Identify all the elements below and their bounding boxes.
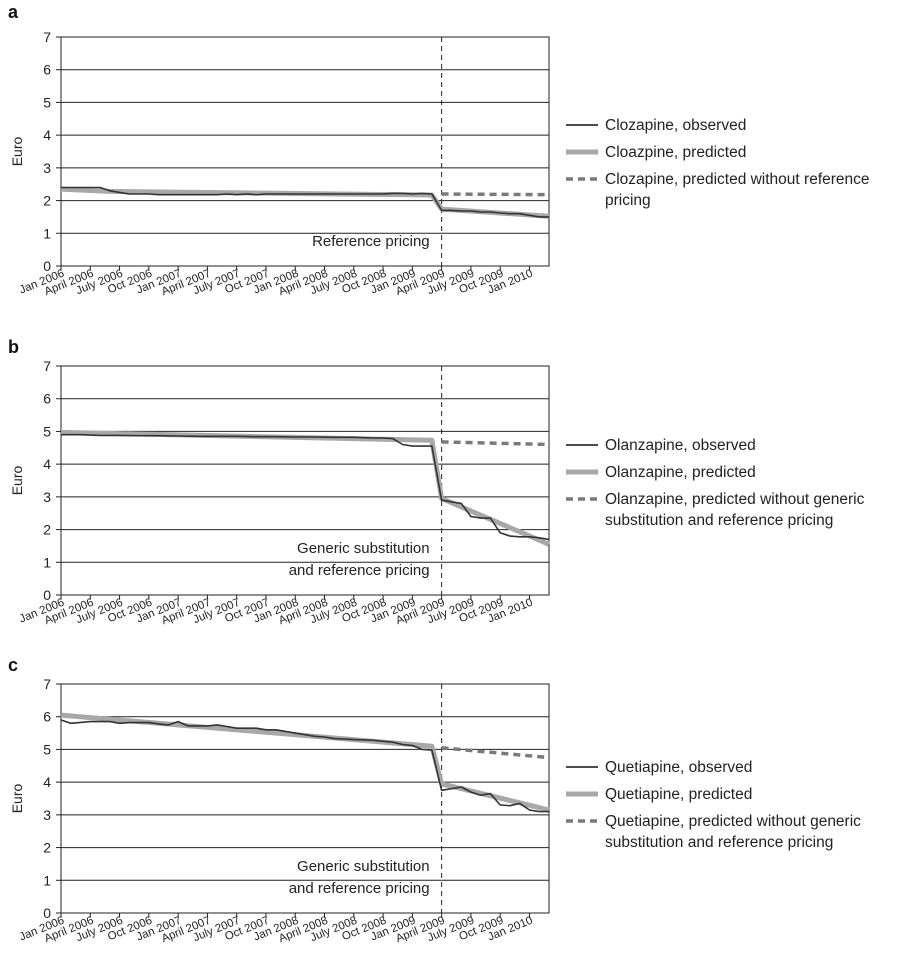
y-tick-label: 7 xyxy=(43,358,51,374)
y-tick-label: 2 xyxy=(43,193,51,209)
legend-label: pricing xyxy=(605,192,651,209)
legend-label: Quetiapine, predicted without generic xyxy=(605,813,861,830)
y-tick-label: 4 xyxy=(43,127,51,143)
plot-frame xyxy=(60,36,550,267)
plot-frame xyxy=(60,683,550,914)
legend-a: Clozapine, observed Cloazpine, predicted C… xyxy=(566,117,870,209)
panel-letter: c xyxy=(8,655,18,675)
y-tick-label: 3 xyxy=(43,807,51,823)
y-tick-label: 4 xyxy=(43,774,51,790)
series-line-observed xyxy=(61,186,549,218)
annotation-text: Generic substitution xyxy=(297,540,430,557)
legend-label: Clozapine, predicted without reference xyxy=(605,171,870,188)
annotation-text: and reference pricing xyxy=(289,880,430,897)
y-tick-label: 7 xyxy=(43,29,51,45)
y-tick-label: 0 xyxy=(43,905,51,921)
y-axis-label: Euro xyxy=(9,784,25,814)
y-tick-label: 6 xyxy=(43,62,51,78)
series-line-predicted xyxy=(60,712,550,813)
y-tick-label: 0 xyxy=(43,587,51,603)
legend-label: substitution and reference pricing xyxy=(605,512,833,529)
annotation-text: and reference pricing xyxy=(289,562,430,579)
annotation-text: Reference pricing xyxy=(312,233,430,250)
y-tick-label: 6 xyxy=(43,391,51,407)
y-tick-label: 5 xyxy=(43,423,51,439)
panel-letter: b xyxy=(8,337,19,357)
series-line-counterfactual xyxy=(441,192,550,197)
y-tick-label: 4 xyxy=(43,456,51,472)
y-tick-label: 7 xyxy=(43,676,51,692)
legend-label: Quetiapine, predicted xyxy=(605,786,752,803)
legend-label: substitution and reference pricing xyxy=(605,834,833,851)
legend-label: Olanzapine, observed xyxy=(605,437,756,454)
plot-frame xyxy=(60,365,550,596)
y-tick-label: 2 xyxy=(43,840,51,856)
y-tick-label: 3 xyxy=(43,489,51,505)
y-tick-label: 5 xyxy=(43,741,51,757)
series-line-observed xyxy=(60,719,549,813)
legend-label: Olanzapine, predicted without generic xyxy=(605,491,865,508)
legend-label: Cloazpine, predicted xyxy=(605,144,746,161)
y-tick-label: 5 xyxy=(43,94,51,110)
y-tick-label: 3 xyxy=(43,160,51,176)
legend-label: Olanzapine, predicted xyxy=(605,464,756,481)
y-axis-label: Euro xyxy=(9,137,25,167)
series-line-counterfactual xyxy=(441,746,550,760)
panel-letter: a xyxy=(8,2,19,22)
series-line-predicted xyxy=(60,429,550,547)
legend-label: Quetiapine, observed xyxy=(605,759,752,776)
legend-b: Olanzapine, observed Olanzapine, predicte… xyxy=(566,437,865,529)
y-tick-label: 0 xyxy=(43,258,51,274)
legend-c: Quetiapine, observed Quetiapine, predicte… xyxy=(566,759,861,851)
legend-label: Clozapine, observed xyxy=(605,117,746,134)
annotation-text: Generic substitution xyxy=(297,858,430,875)
y-tick-label: 1 xyxy=(43,554,51,570)
y-axis-label: Euro xyxy=(9,466,25,496)
series-line-counterfactual xyxy=(441,440,550,447)
y-tick-label: 1 xyxy=(43,225,51,241)
y-tick-label: 1 xyxy=(43,872,51,888)
y-tick-label: 6 xyxy=(43,709,51,725)
series-line-observed xyxy=(61,433,550,541)
y-tick-label: 2 xyxy=(43,522,51,538)
